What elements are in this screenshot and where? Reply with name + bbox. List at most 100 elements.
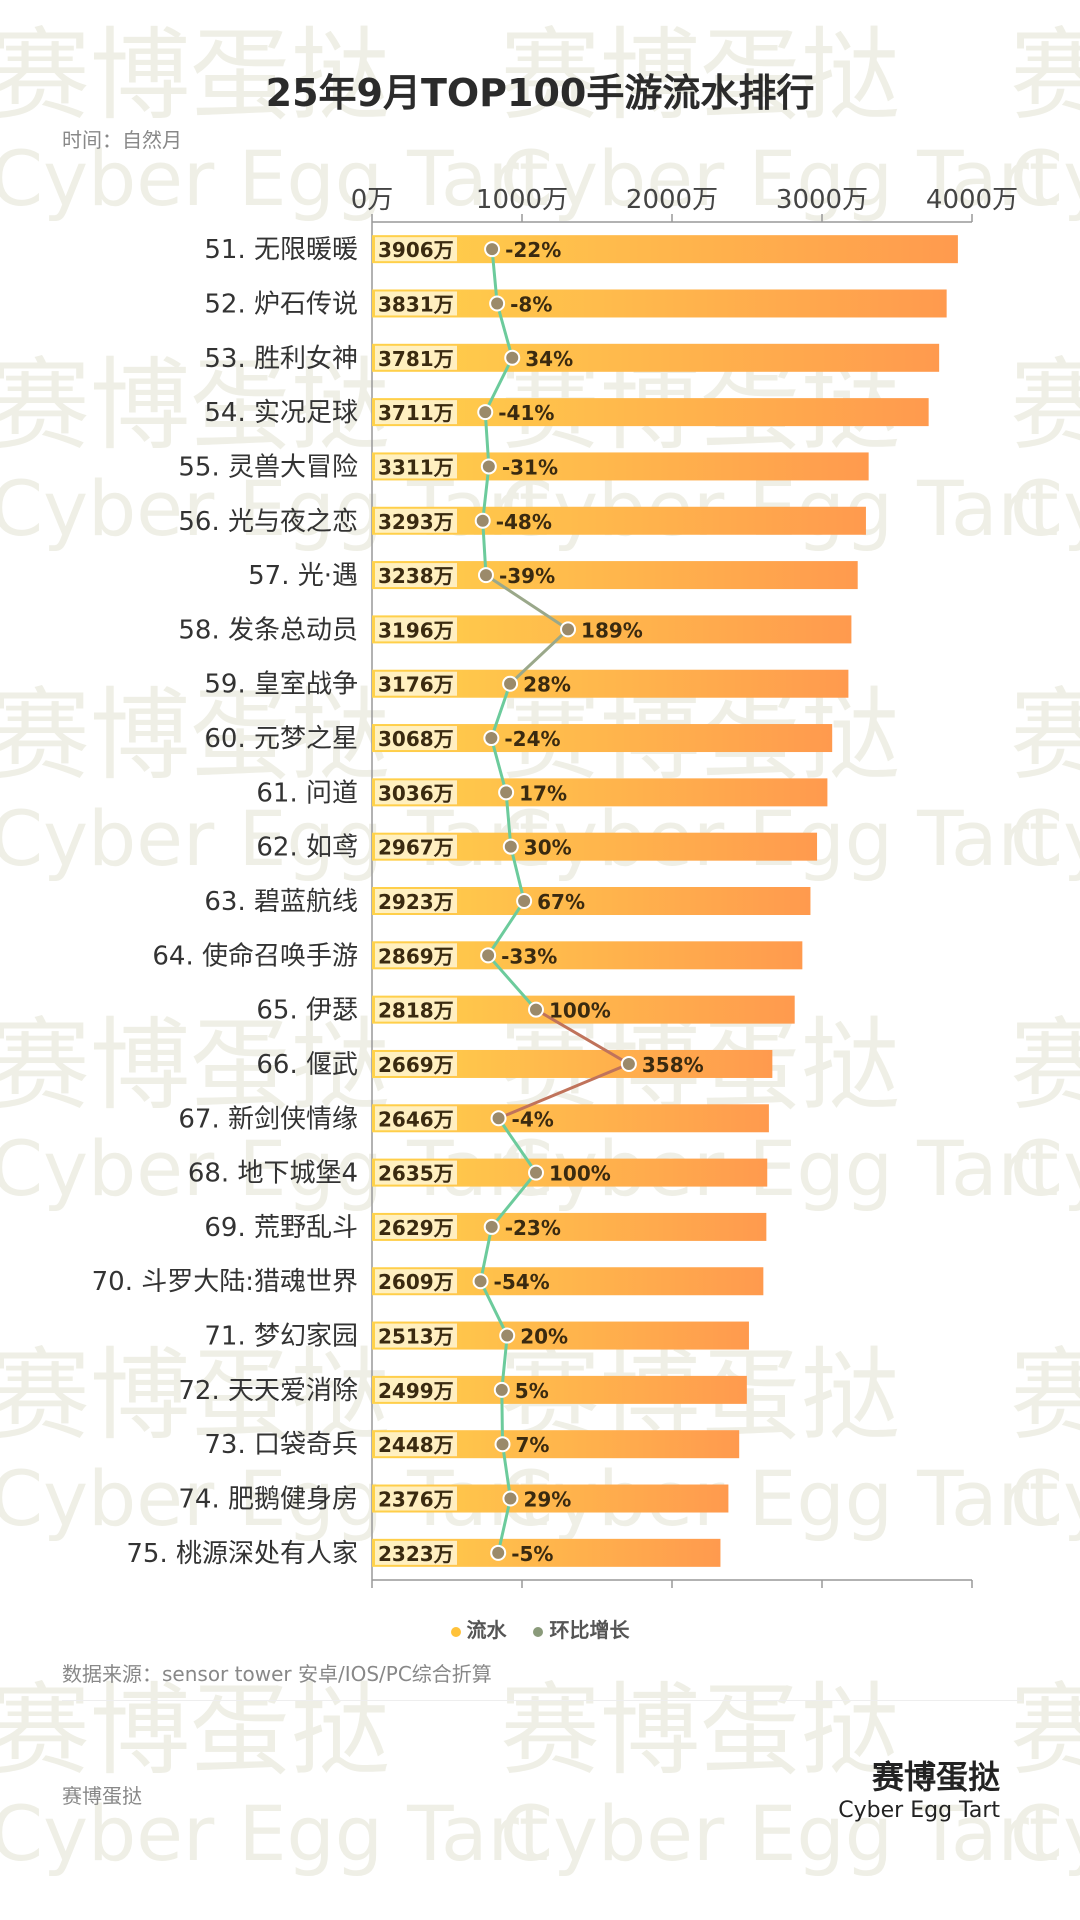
bars: [372, 235, 958, 1567]
value-label: 2669万: [378, 1053, 454, 1077]
growth-line-segment: [484, 573, 570, 631]
growth-line-segment: [508, 627, 570, 686]
value-label-bg: [375, 997, 457, 1022]
growth-label: 189%: [581, 618, 643, 642]
brand-logo-cn: 赛博蛋挞: [871, 1758, 1000, 1796]
category-label: 72. 天天爱消除: [178, 1376, 358, 1406]
x-axis: 0万 1000万 2000万 3000万 4000万: [351, 185, 1018, 1588]
value-label-bg: [375, 1432, 457, 1457]
value-label: 2376万: [378, 1488, 454, 1512]
growth-line-segment: [490, 1171, 538, 1229]
growth-label: 100%: [549, 1162, 611, 1186]
value-label-bg: [375, 780, 457, 805]
growth-marker: [502, 675, 519, 692]
brand-footer-text: 赛博蛋挞: [62, 1784, 142, 1808]
growth-line-segment: [501, 1442, 512, 1501]
growth-line-segment: [479, 1279, 509, 1338]
growth-line-segment: [483, 410, 491, 468]
x-tick-label: 0万: [351, 185, 394, 215]
value-label-bg: [375, 1106, 457, 1131]
legend-dot-icon: [450, 1626, 461, 1637]
value-label-bg: [375, 345, 457, 370]
divider: [62, 1700, 1022, 1701]
x-tick-label: 3000万: [776, 185, 868, 215]
value-label: 3311万: [378, 455, 454, 479]
category-label: 54. 实况足球: [204, 398, 358, 428]
growth-marker: [560, 621, 577, 638]
bar: [372, 289, 947, 318]
growth-line-segment: [509, 845, 526, 903]
value-label: 3196万: [378, 618, 454, 642]
category-label: 59. 皇室战争: [204, 670, 358, 700]
value-label: 3238万: [378, 564, 454, 588]
legend-item-revenue: 流水: [450, 1618, 507, 1642]
legend-item-growth: 环比增长: [533, 1618, 629, 1642]
growth-label: 28%: [523, 673, 571, 697]
growth-line-segment: [490, 247, 499, 305]
growth-label: 358%: [642, 1053, 704, 1077]
growth-marker: [474, 512, 491, 529]
growth-label: 67%: [537, 890, 585, 914]
category-label: 56. 光与夜之恋: [178, 507, 358, 537]
value-label: 3711万: [378, 401, 454, 425]
growth-label: -5%: [511, 1542, 553, 1566]
category-label: 68. 地下城堡4: [188, 1159, 358, 1189]
legend-label-revenue: 流水: [466, 1618, 507, 1642]
value-label-bg: [375, 237, 457, 262]
value-label-bg: [375, 563, 457, 588]
growth-marker: [490, 1110, 507, 1127]
growth-marker: [498, 784, 515, 801]
growth-marker: [528, 1001, 544, 1018]
value-label: 2499万: [378, 1379, 454, 1403]
data-source: 数据来源：sensor tower 安卓/IOS/PC综合折算: [62, 1662, 492, 1686]
bar: [372, 235, 958, 264]
growth-line-segment: [497, 1062, 631, 1120]
growth-marker: [484, 241, 501, 258]
growth-label: 29%: [523, 1488, 571, 1512]
value-label: 2967万: [378, 836, 454, 860]
growth-label: 30%: [524, 836, 572, 860]
growth-label: -24%: [504, 727, 560, 751]
value-label: 3176万: [378, 673, 454, 697]
bar: [372, 343, 940, 372]
growth-marker: [490, 1544, 507, 1561]
value-label: 3831万: [378, 292, 454, 316]
category-labels: 51. 无限暖暖 52. 炉石传说 53. 胜利女神 54. 实况足球 55. 灵兽大冒…: [92, 235, 358, 1569]
growth-label: -31%: [502, 455, 558, 479]
growth-label: -39%: [499, 564, 555, 588]
growth-line-segment: [500, 1388, 505, 1446]
growth-label: -48%: [496, 510, 552, 534]
growth-label: 17%: [519, 781, 567, 805]
category-label: 65. 伊瑟: [256, 996, 358, 1026]
growth-marker: [480, 458, 497, 475]
growth-line-segment: [534, 1008, 631, 1066]
growth-line-segment: [486, 899, 526, 957]
growth-line-segment: [479, 1225, 494, 1283]
growth-marker: [494, 1436, 511, 1453]
value-label-bg: [375, 1051, 457, 1076]
growth-marker: [516, 893, 533, 909]
value-label-bg: [375, 943, 457, 968]
value-label: 3293万: [378, 510, 454, 534]
growth-marker: [477, 404, 494, 421]
x-tick-label: 1000万: [476, 185, 568, 215]
growth-line-segment: [483, 356, 514, 414]
category-label: 53. 胜利女神: [204, 344, 358, 374]
growth-line-segment: [495, 301, 514, 360]
bar: [372, 398, 929, 427]
category-label: 55. 灵兽大冒险: [178, 452, 358, 482]
value-label: 2448万: [378, 1433, 454, 1457]
value-label: 3906万: [378, 238, 454, 262]
category-label: 63. 碧蓝航线: [204, 887, 358, 917]
value-label-bg: [375, 454, 457, 479]
category-label: 73. 口袋奇兵: [204, 1430, 358, 1460]
category-label: 52. 炉石传说: [204, 289, 358, 319]
growth-label: -54%: [494, 1270, 550, 1294]
growth-label: 7%: [516, 1433, 550, 1457]
value-label-bg: [375, 1540, 457, 1565]
value-label-bg: [375, 508, 457, 533]
bar-chart: 0万 1000万 2000万 3000万 4000万 3906万 3831万 3781万 37…: [92, 185, 1018, 1588]
category-label: 66. 偃武: [256, 1050, 358, 1080]
growth-marker: [483, 1218, 500, 1235]
data-labels: 3906万 3831万 3781万 3711万 3311万 3293万 3238万 3196万…: [375, 237, 704, 1566]
